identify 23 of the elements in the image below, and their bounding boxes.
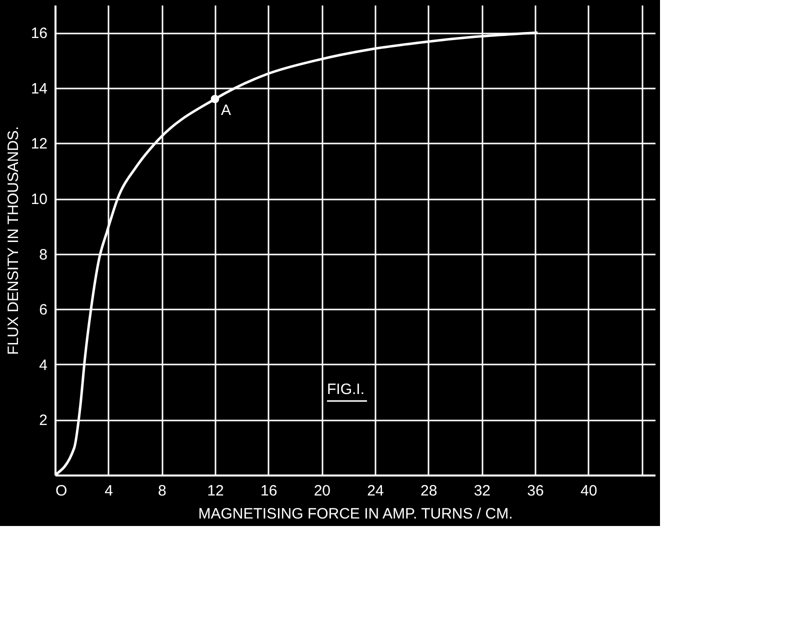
y-tick-label: 6 xyxy=(39,302,48,319)
y-tick-label: 14 xyxy=(30,80,48,98)
x-tick-label: 16 xyxy=(260,482,278,500)
x-tick-label: O xyxy=(56,482,68,500)
x-axis-title: MAGNETISING FORCE IN AMP. TURNS / CM. xyxy=(198,506,513,522)
annotation: A xyxy=(221,102,232,119)
y-tick-label: 4 xyxy=(39,356,48,374)
x-tick-label: 32 xyxy=(474,482,491,500)
x-tick-label: 36 xyxy=(527,482,544,500)
y-tick-label: 12 xyxy=(30,136,48,153)
y-axis-title: FLUX DENSITY IN THOUSANDS. xyxy=(4,126,22,355)
x-tick-label: 24 xyxy=(367,482,384,500)
y-tick-label: 8 xyxy=(39,246,48,264)
x-tick-label: 20 xyxy=(314,482,331,500)
x-tick-label: 40 xyxy=(580,482,598,500)
y-tick-label: 2 xyxy=(39,412,48,430)
annotation: FIG.I. xyxy=(327,381,364,398)
x-tick-label: 28 xyxy=(420,482,438,500)
x-tick-label: 4 xyxy=(104,482,114,500)
x-tick-label: 12 xyxy=(207,482,224,500)
y-tick-label: 16 xyxy=(30,25,48,42)
y-tick-label: 10 xyxy=(30,191,48,208)
x-tick-label: 8 xyxy=(158,482,166,500)
